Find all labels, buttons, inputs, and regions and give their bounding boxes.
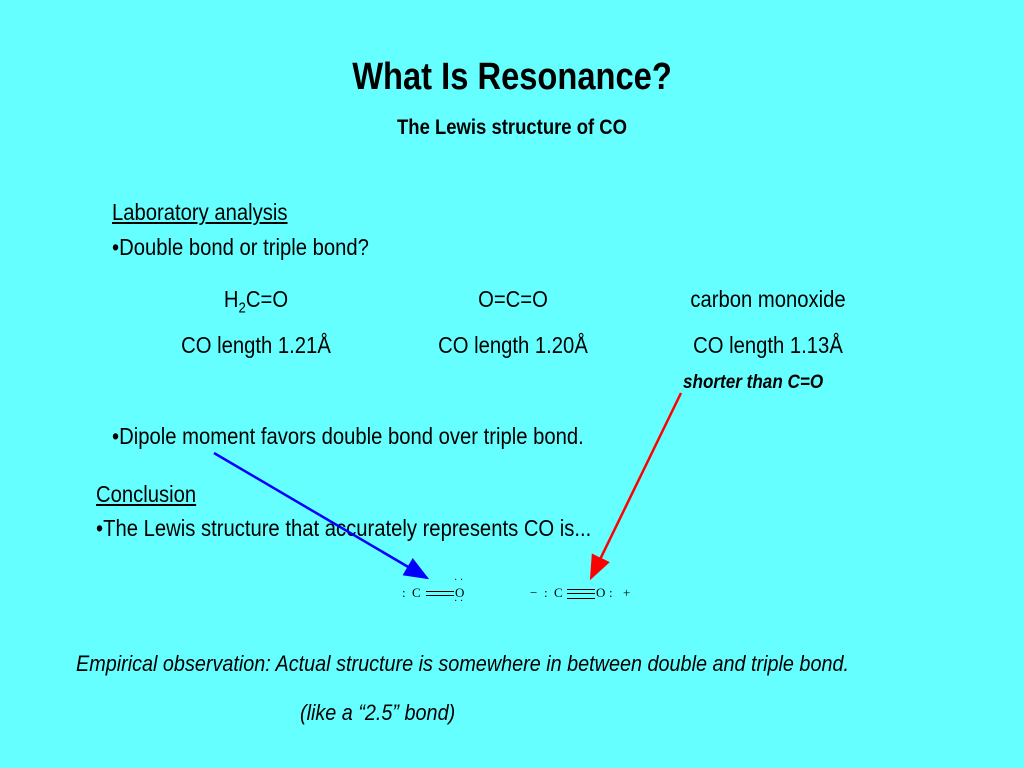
lone-pair-c: : bbox=[544, 585, 548, 600]
empirical-observation: Empirical observation: Actual structure … bbox=[76, 651, 849, 676]
lab-bullet-dipole: •Dipole moment favors double bond over t… bbox=[112, 423, 584, 449]
double-bond-line bbox=[426, 591, 454, 596]
lone-pair-c: : bbox=[402, 585, 406, 600]
length-carbon-dioxide: CO length 1.20Å bbox=[438, 332, 588, 358]
length-carbon-monoxide: CO length 1.13Å bbox=[693, 332, 843, 358]
lone-pair-o-bottom: · · bbox=[454, 596, 464, 607]
red-arrow bbox=[589, 392, 683, 581]
minus-charge: − bbox=[530, 585, 538, 600]
plus-charge: + bbox=[623, 585, 631, 600]
lab-bullet-bond-question: •Double bond or triple bond? bbox=[112, 234, 369, 260]
conclusion-heading: Conclusion bbox=[96, 481, 197, 507]
length-formaldehyde: CO length 1.21Å bbox=[181, 332, 331, 358]
lewis-double-bond: : C O · · · · bbox=[402, 575, 482, 610]
lone-pair-o: : bbox=[609, 585, 613, 600]
slide-title: What Is Resonance? bbox=[352, 56, 672, 98]
formula-carbon-monoxide: carbon monoxide bbox=[690, 286, 846, 312]
atom-o: O bbox=[596, 585, 606, 600]
formula-carbon-dioxide: O=C=O bbox=[478, 286, 548, 312]
blue-arrow bbox=[213, 451, 430, 580]
observation-note: (like a “2.5” bond) bbox=[300, 700, 456, 725]
lab-analysis-heading: Laboratory analysis bbox=[112, 199, 288, 225]
atom-c: C bbox=[412, 585, 421, 600]
lone-pair-o-top: · · bbox=[454, 575, 464, 586]
atom-o: O bbox=[455, 585, 465, 600]
shorter-note: shorter than C=O bbox=[683, 372, 824, 393]
lewis-triple-bond: − : C O : + bbox=[530, 580, 640, 610]
formula-formaldehyde: H2C=O bbox=[223, 286, 289, 317]
atom-c: C bbox=[554, 585, 563, 600]
triple-bond-line bbox=[567, 589, 595, 599]
slide-subtitle: The Lewis structure of CO bbox=[396, 116, 628, 139]
